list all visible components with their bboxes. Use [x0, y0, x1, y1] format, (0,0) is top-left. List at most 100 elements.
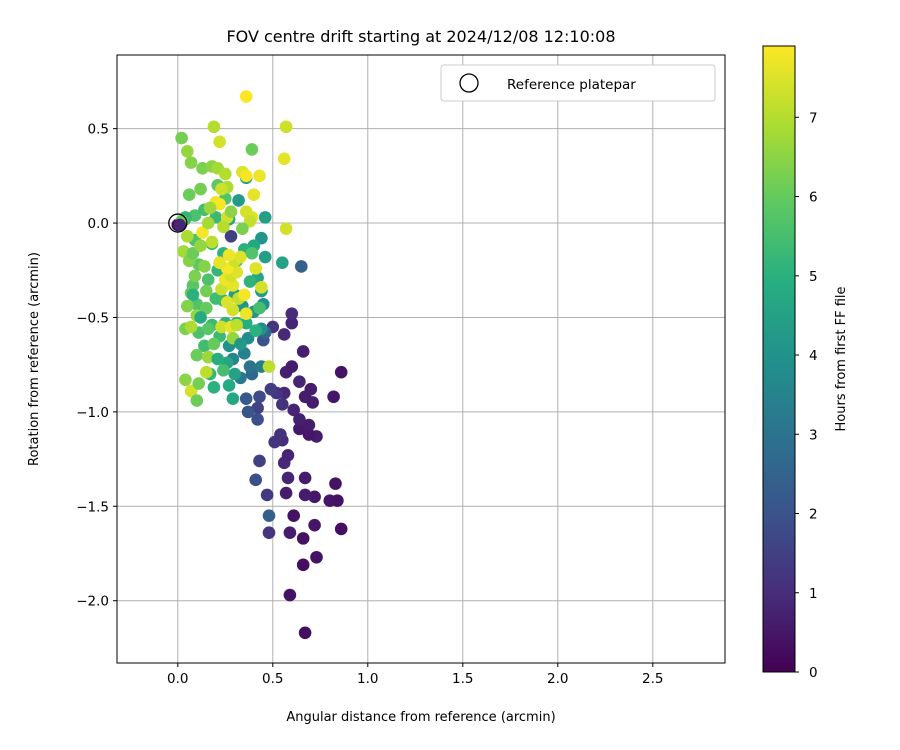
data-point — [177, 245, 190, 258]
colorbar-ticks: 0 1 2 3 4 5 6 7 — [795, 110, 818, 681]
data-point — [262, 509, 276, 523]
x-tick-label: 0.5 — [262, 671, 283, 687]
data-point — [255, 280, 268, 294]
data-point — [327, 390, 340, 404]
grid-lines — [117, 55, 725, 663]
data-point — [196, 226, 209, 239]
data-point — [277, 328, 291, 341]
data-point — [285, 307, 299, 320]
data-point — [217, 220, 230, 234]
x-tick-label: 0.0 — [167, 671, 188, 687]
y-tick-label: −2.0 — [76, 594, 109, 610]
data-point — [249, 324, 262, 337]
data-point — [236, 222, 249, 236]
colorbar-tick-label: 0 — [809, 665, 818, 681]
legend-label: Reference platepar — [507, 77, 636, 93]
data-point — [334, 522, 348, 536]
data-point — [279, 486, 293, 500]
y-tick-label: −1.5 — [76, 499, 109, 515]
data-point — [186, 288, 200, 302]
data-point — [234, 337, 247, 351]
data-point — [249, 473, 262, 487]
data-point — [253, 390, 266, 404]
data-point — [215, 320, 228, 334]
data-point — [201, 322, 215, 336]
chart-title: FOV centre drift starting at 2024/12/08 … — [226, 27, 615, 46]
data-point — [207, 381, 221, 394]
data-point — [277, 152, 291, 166]
data-point — [298, 471, 312, 485]
colorbar-tick-label: 6 — [809, 190, 818, 206]
y-tick-label: 0.5 — [88, 122, 109, 138]
data-point — [239, 316, 253, 330]
data-point — [260, 488, 274, 502]
data-point — [293, 413, 306, 426]
data-point — [253, 169, 266, 183]
data-point — [207, 120, 221, 134]
y-axis-label: Rotation from reference (arcmin) — [27, 252, 42, 466]
data-point — [188, 269, 202, 283]
data-point — [201, 350, 215, 364]
data-point — [302, 418, 316, 432]
legend-marker-open-circle-icon — [459, 73, 479, 93]
data-point — [211, 352, 224, 366]
x-tick-label: 1.0 — [357, 671, 378, 687]
data-point — [298, 488, 312, 502]
data-point — [283, 526, 297, 540]
data-point — [228, 367, 242, 381]
data-point — [253, 301, 266, 315]
colorbar-gradient — [762, 45, 796, 673]
data-point — [179, 373, 192, 387]
data-point — [296, 558, 310, 572]
data-point — [175, 131, 188, 145]
data-point — [239, 169, 253, 183]
legend: Reference platepar — [440, 64, 716, 102]
data-point — [264, 382, 278, 396]
legend-box — [440, 64, 716, 102]
data-point — [298, 626, 312, 640]
data-point — [192, 377, 205, 390]
data-point — [220, 296, 234, 309]
data-point — [281, 471, 295, 485]
data-point — [245, 143, 259, 156]
data-point — [253, 454, 266, 468]
data-point — [258, 250, 272, 264]
data-point — [222, 379, 236, 392]
data-point — [281, 448, 295, 462]
data-point — [239, 392, 253, 405]
data-point — [234, 250, 247, 264]
data-point — [262, 360, 276, 373]
y-tick-label: −0.5 — [76, 310, 109, 326]
data-point — [207, 337, 221, 351]
data-point — [182, 188, 196, 202]
data-point — [251, 413, 264, 426]
x-tick-label: 1.5 — [452, 671, 473, 687]
data-point — [230, 265, 243, 279]
axis-ticks: 0.0 0.5 1.0 1.5 2.0 2.5 0.5 0.0 −0.5 −1.0 −1.5 −2.0 — [76, 122, 663, 687]
data-point — [302, 428, 316, 441]
data-point — [200, 301, 213, 315]
data-point — [258, 211, 272, 224]
x-axis-label: Angular distance from reference (arcmin) — [286, 710, 555, 725]
colorbar-tick-label: 5 — [809, 269, 818, 285]
data-point — [310, 550, 323, 564]
data-point — [287, 509, 301, 523]
data-point — [173, 218, 186, 232]
data-point — [194, 311, 207, 324]
colorbar-tick-label: 3 — [809, 427, 818, 443]
data-point — [279, 120, 293, 134]
data-point — [194, 239, 207, 253]
colorbar: 0 1 2 3 4 5 6 7 Hours from first FF file — [762, 45, 849, 681]
plot-frame — [116, 54, 726, 664]
data-point — [262, 526, 276, 540]
data-point — [293, 422, 306, 436]
data-point — [279, 222, 293, 236]
colorbar-tick-label: 2 — [809, 507, 818, 523]
data-point — [308, 490, 321, 504]
data-point — [205, 235, 219, 249]
data-point — [245, 246, 259, 260]
data-point — [213, 135, 226, 149]
data-point — [243, 360, 257, 373]
data-point — [215, 182, 228, 196]
